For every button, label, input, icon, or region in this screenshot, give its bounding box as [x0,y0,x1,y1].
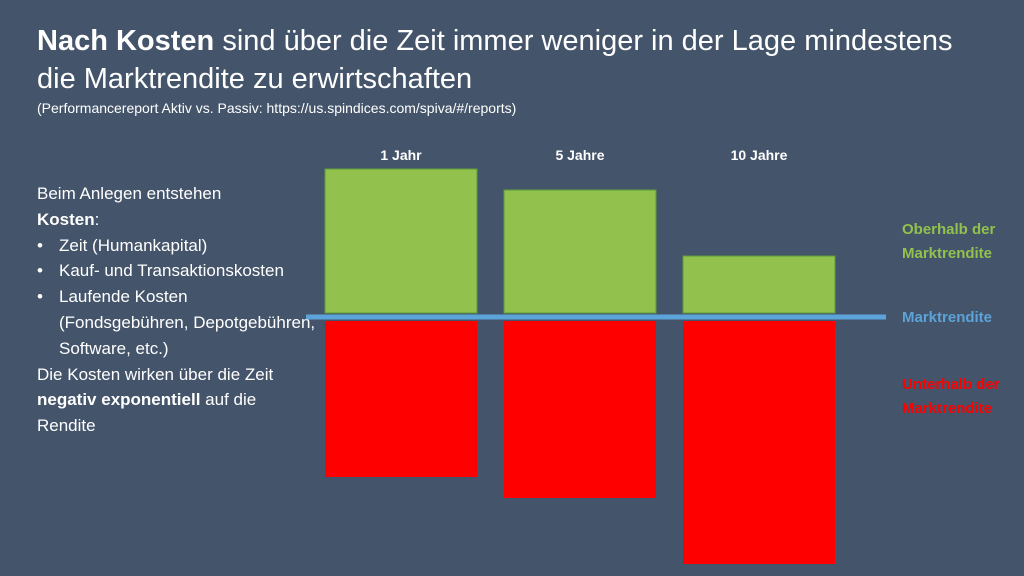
title-rest: sind über die Zeit immer weniger in der … [37,25,953,95]
source-subtitle: (Performancereport Aktiv vs. Passiv: htt… [37,100,517,116]
bar-above-2 [503,189,657,314]
bar-below-1 [325,321,477,477]
legend-market-return: Marktrendite [902,309,993,326]
cost-item-time: Zeit (Humankapital) [37,233,317,259]
intro-bold: Kosten [37,209,95,229]
cost-item-transaction: Kauf- und Transaktionskosten [37,258,317,284]
category-label-3: 10 Jahre [731,147,788,163]
bar-below-3 [683,321,835,564]
slide-title: Nach Kosten sind über die Zeit immer wen… [37,22,997,98]
bar-above-3 [682,255,836,314]
category-label-2: 5 Jahre [555,147,604,163]
conclusion-bold: negativ exponentiell [37,390,201,410]
bar-above-1 [324,168,478,314]
conclusion-text: Die Kosten wirken über die Zeit negativ … [37,364,274,436]
cost-item-running: Laufende Kosten (Fondsgebühren, Depotgeb… [37,284,317,361]
intro-text: Beim Anlegen entstehen Kosten: [37,184,222,229]
title-bold: Nach Kosten [37,25,215,57]
category-label-1: 1 Jahr [380,147,422,163]
cost-list: Zeit (Humankapital) Kauf- und Transaktio… [37,233,317,362]
legend-above-market: Oberhalb der Marktrendite [902,221,996,262]
bar-below-2 [504,321,656,498]
legend-below-market: Unterhalb der Marktrendite [902,376,1000,417]
